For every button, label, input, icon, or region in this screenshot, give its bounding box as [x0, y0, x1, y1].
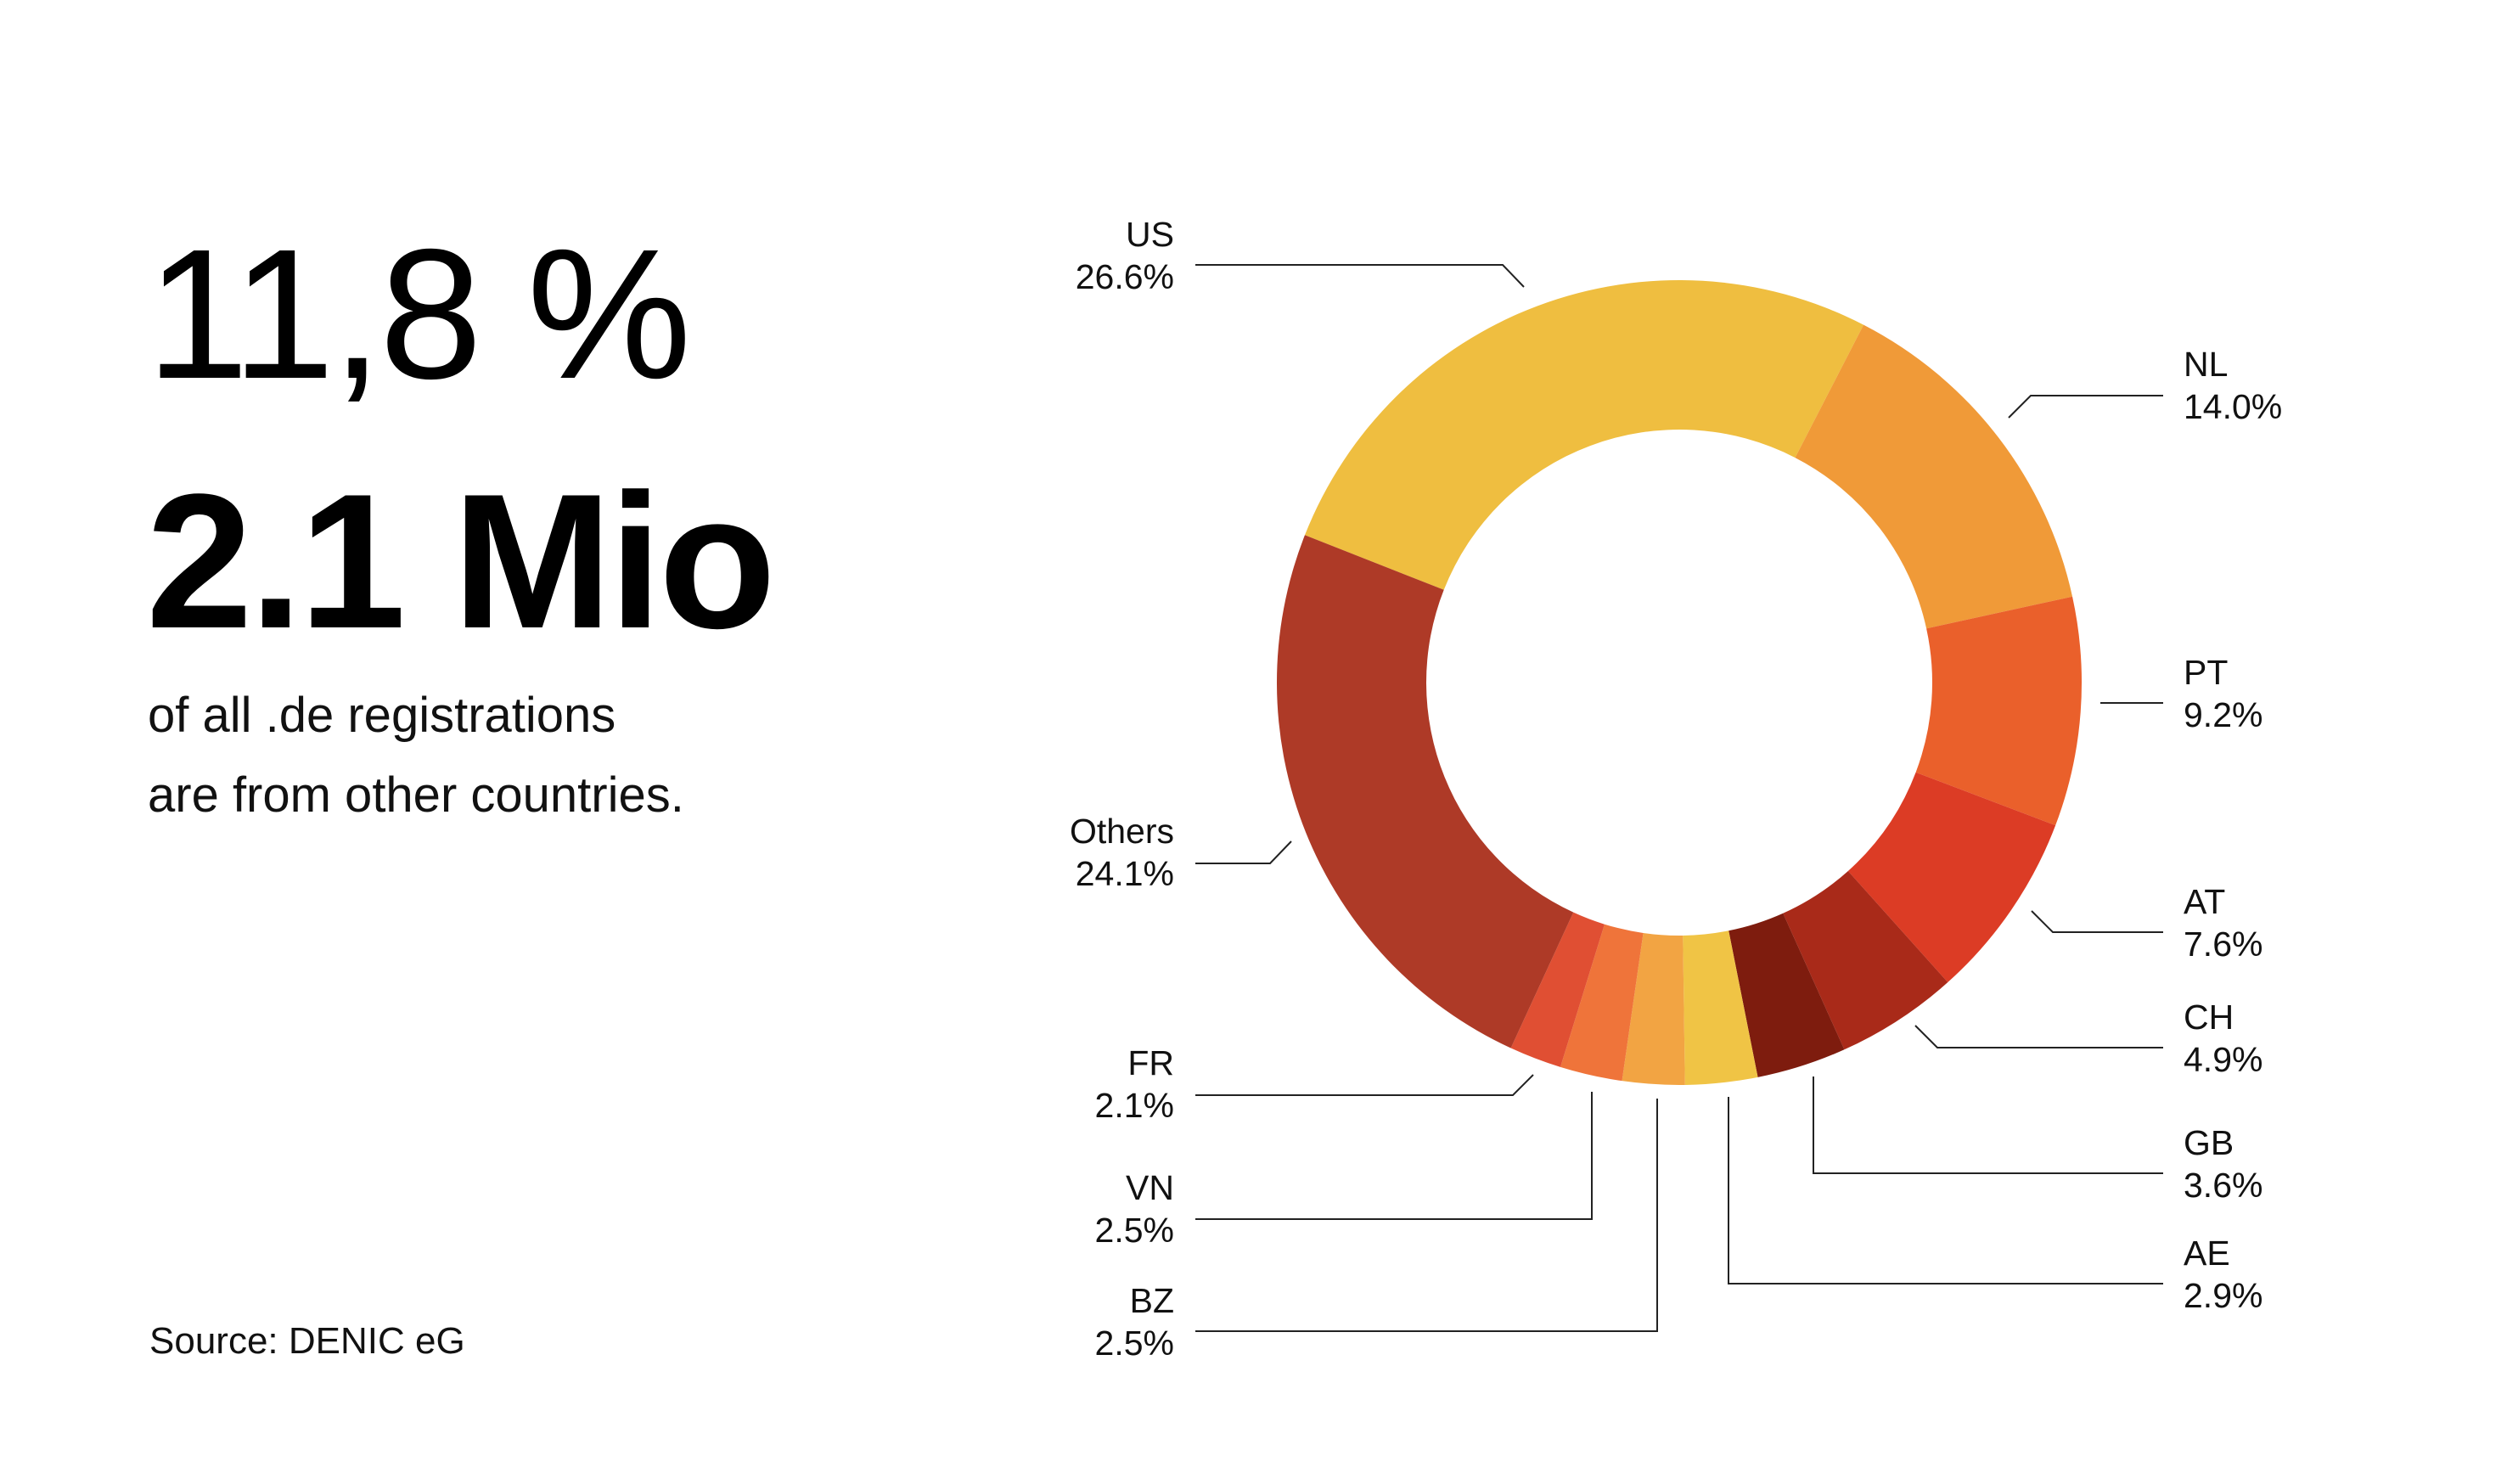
slice-label-at: AT	[2184, 882, 2225, 921]
leader-line-fr	[1195, 1074, 1534, 1096]
donut-slices	[1276, 280, 2082, 1085]
slice-label-others: Others	[1070, 812, 1174, 851]
slice-value-others: 24.1%	[1076, 854, 1174, 893]
leader-line-ch	[1914, 1025, 2163, 1048]
source-note: Source: DENIC eG	[149, 1320, 465, 1362]
leader-line-at	[2031, 910, 2163, 933]
slice-label-vn: VN	[1126, 1168, 1174, 1207]
slice-label-fr: FR	[1127, 1043, 1174, 1082]
slice-value-vn: 2.5%	[1095, 1211, 1174, 1250]
leader-line-nl	[2008, 395, 2163, 419]
description-line-2: are from other countries.	[148, 767, 684, 823]
slice-at	[1847, 772, 2056, 983]
leader-line-bz	[1195, 1099, 1658, 1332]
slice-gb	[1728, 913, 1845, 1077]
slice-label-bz: BZ	[1130, 1281, 1174, 1320]
slice-ch	[1783, 870, 1948, 1050]
slice-us	[1304, 280, 1864, 590]
slice-label-nl: NL	[2184, 345, 2228, 384]
slice-value-fr: 2.1%	[1095, 1086, 1174, 1125]
slice-nl	[1795, 324, 2073, 629]
slice-fr	[1510, 912, 1605, 1067]
slice-value-gb: 3.6%	[2184, 1166, 2262, 1205]
slice-label-gb: GB	[2184, 1123, 2234, 1162]
headline-panel: 11,8 % 2.1 Mio of all .de registrations …	[0, 0, 976, 1484]
slice-value-bz: 2.5%	[1095, 1324, 1174, 1363]
slice-ae	[1683, 930, 1758, 1085]
leader-line-vn	[1195, 1092, 1593, 1220]
foreign-registrations-count: 2.1 Mio	[146, 453, 776, 668]
slice-value-ch: 4.9%	[2184, 1040, 2262, 1079]
slice-value-ae: 2.9%	[2184, 1276, 2262, 1315]
leader-line-gb	[1813, 1076, 2163, 1174]
slice-value-nl: 14.0%	[2184, 387, 2282, 426]
slice-vn	[1560, 924, 1644, 1082]
leader-line-us	[1195, 264, 1525, 288]
slice-label-pt: PT	[2184, 653, 2228, 692]
leader-line-ae	[1728, 1097, 2163, 1284]
slice-label-us: US	[1126, 215, 1174, 254]
foreign-share-percent: 11,8 %	[146, 211, 692, 418]
slice-value-pt: 9.2%	[2184, 695, 2262, 734]
slice-bz	[1622, 932, 1685, 1085]
slice-value-at: 7.6%	[2184, 925, 2262, 964]
slice-pt	[1915, 596, 2082, 826]
leader-line-others	[1195, 840, 1292, 864]
description-line-1: of all .de registrations	[148, 688, 616, 743]
slice-value-us: 26.6%	[1076, 257, 1174, 296]
slice-label-ch: CH	[2184, 998, 2234, 1037]
leader-lines	[1195, 264, 2163, 1332]
slice-label-ae: AE	[2184, 1234, 2230, 1273]
slice-others	[1276, 535, 1574, 1048]
headline-description: of all .de registrations are from other …	[148, 676, 684, 835]
